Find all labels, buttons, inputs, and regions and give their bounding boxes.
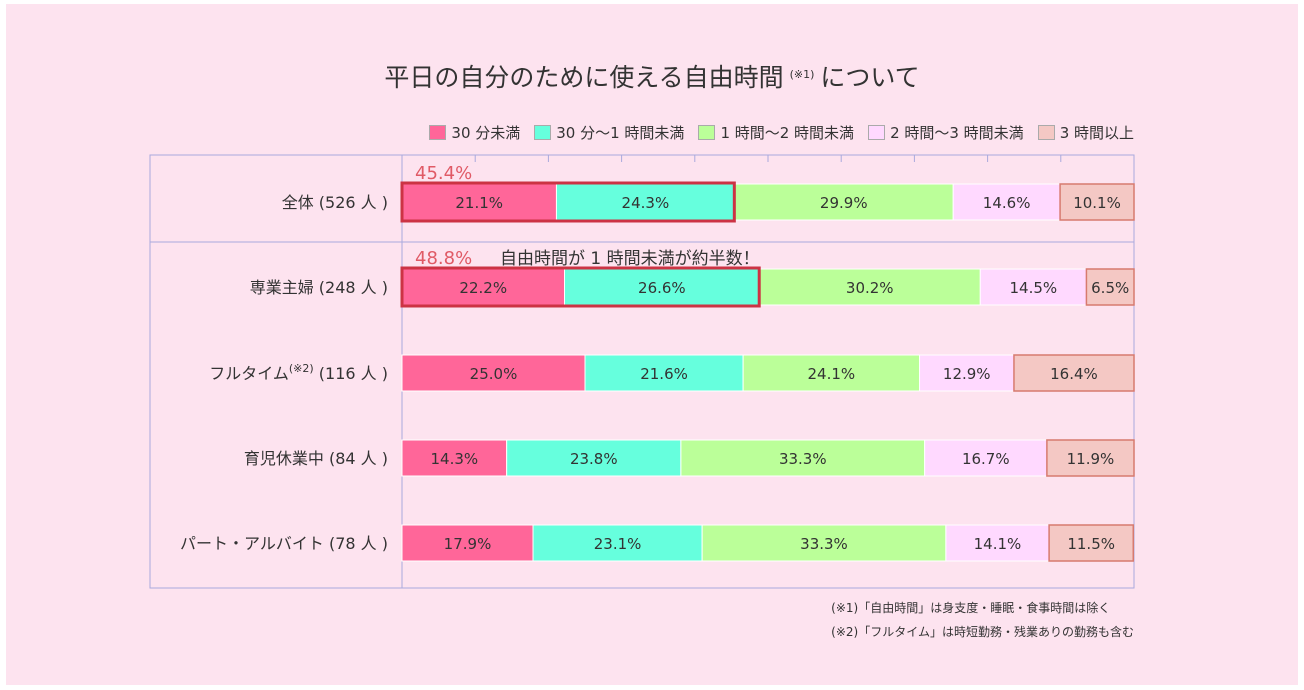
category-suffix: (116 人 ) [314,364,388,383]
chart-title-suffix: について [820,63,920,92]
bar-segment [564,268,760,306]
bar-segment [733,183,954,221]
bar-segment [701,524,947,562]
bar-segment [1059,183,1135,221]
bar-segment [401,354,586,392]
value-label: 22.2% [459,279,507,297]
value-label: 23.1% [594,535,642,553]
highlight-value: 45.4% [415,163,472,184]
category-label: フルタイム(※2) (116 人 ) [209,362,388,383]
value-label: 10.1% [1073,194,1121,212]
category-label: 全体 (526 人 ) [282,193,388,212]
bar-segment [979,268,1087,306]
legend-swatch [698,125,716,140]
value-label: 21.6% [640,365,688,383]
value-label: 33.3% [779,450,827,468]
footnote-1: (※1)「自由時間」は身支度・睡眠・食事時間は除く [831,601,1111,615]
value-label: 14.5% [1010,279,1058,297]
bar-segment [555,183,735,221]
value-label: 11.9% [1067,450,1115,468]
bar-segment [1046,439,1135,477]
category-label: 育児休業中 (84 人 ) [244,449,388,468]
bar-segment [1048,524,1135,562]
legend-item: 30 分〜1 時間未満 [534,122,684,143]
bar-segment [742,354,921,392]
chart-title-main: 平日の自分のために使える自由時間 [384,63,784,92]
legend-swatch [1037,125,1055,140]
bar-segment [1085,268,1135,306]
bar-segment [401,268,566,306]
value-label: 17.9% [444,535,492,553]
category-name: 育児休業中 (84 人 ) [244,449,388,468]
chart-title-note-mark: (※1) [789,68,815,81]
legend-label: 30 分〜1 時間未満 [556,124,685,142]
value-label: 14.1% [974,535,1022,553]
legend: 30 分未満 30 分〜1 時間未満 1 時間〜2 時間未満 2 時間〜3 時間未満 3… [429,122,1134,143]
value-label: 25.0% [470,365,518,383]
highlight-annotation: 自由時間が 1 時間未満が約半数！ [500,249,760,269]
value-label: 14.3% [431,450,479,468]
bar-segment [584,354,744,392]
value-label: 30.2% [846,279,894,297]
footnote-2: (※2)「フルタイム」は時短勤務・残業ありの勤務も含む [831,625,1134,639]
legend-swatch [868,125,886,140]
bar-segment [919,354,1015,392]
category-label: パート・アルバイト (78 人 ) [180,534,388,553]
category-name: パート・アルバイト (78 人 ) [180,534,388,553]
legend-label: 1 時間〜2 時間未満 [720,124,855,142]
value-label: 26.6% [638,279,686,297]
legend-item: 2 時間〜3 時間未満 [868,122,1024,143]
value-label: 12.9% [943,365,991,383]
legend-swatch [534,125,552,140]
value-label: 23.8% [570,450,618,468]
category-label: 専業主婦 (248 人 ) [250,278,388,297]
bar-segment [924,439,1048,477]
value-label: 24.3% [622,194,670,212]
value-label: 16.7% [962,450,1010,468]
legend-item: 30 分未満 [429,122,520,143]
bar-segment [952,183,1061,221]
value-label: 24.1% [807,365,855,383]
category-name: 専業主婦 (248 人 ) [250,278,388,297]
value-label: 14.6% [983,194,1031,212]
category-note: (※2) [289,362,314,375]
chart-title: 平日の自分のために使える自由時間 (※1) について [0,58,1304,94]
legend-item: 3 時間以上 [1037,122,1134,143]
legend-label: 2 時間〜3 時間未満 [890,124,1024,142]
highlight-value: 48.8% [415,248,472,269]
bar-segment [1013,354,1135,392]
footnotes: (※1)「自由時間」は身支度・睡眠・食事時間は除く (※2)「フルタイム」は時短… [831,596,1134,644]
value-label: 11.5% [1067,535,1115,553]
legend-label: 30 分未満 [451,124,521,142]
value-label: 21.1% [455,194,503,212]
chart-background [6,4,1298,685]
category-name: 全体 (526 人 ) [282,193,388,212]
bar-segment [758,268,981,306]
value-label: 29.9% [820,194,868,212]
value-label: 6.5% [1091,279,1129,297]
legend-item: 1 時間〜2 時間未満 [698,122,854,143]
category-name: フルタイム [209,364,289,383]
legend-swatch [429,125,447,140]
value-label: 16.4% [1050,365,1098,383]
bar-segment [401,524,534,562]
bar-segment [401,439,508,477]
highlight-box [400,181,736,223]
legend-label: 3 時間以上 [1059,124,1134,142]
highlight-box [400,266,761,308]
value-label: 33.3% [800,535,848,553]
